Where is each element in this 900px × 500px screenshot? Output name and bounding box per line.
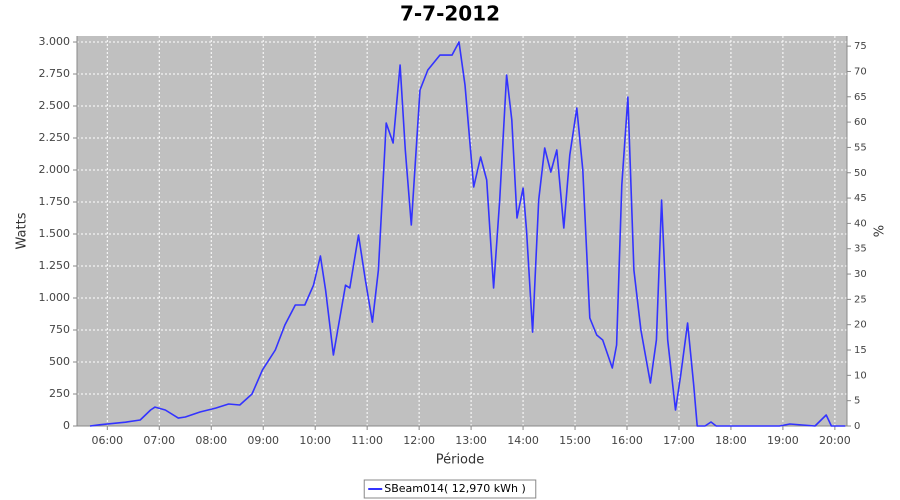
y2-tick-label: 70 bbox=[854, 66, 867, 77]
y-tick-label: 2.750 bbox=[39, 67, 71, 80]
plot-area bbox=[77, 36, 847, 426]
y2-tick-label: 35 bbox=[854, 244, 867, 255]
x-tick-label: 10:00 bbox=[299, 434, 331, 447]
y2-tick-label: 10 bbox=[854, 370, 867, 381]
x-axis-label: Période bbox=[436, 453, 485, 468]
y-tick-label: 3.000 bbox=[39, 35, 71, 48]
x-tick-label: 20:00 bbox=[819, 434, 851, 447]
y2-tick-label: 65 bbox=[854, 92, 867, 103]
x-tick-label: 15:00 bbox=[559, 434, 591, 447]
y-axis-label: Watts bbox=[15, 212, 30, 249]
x-tick-label: 08:00 bbox=[195, 434, 227, 447]
y2-tick-label: 40 bbox=[854, 218, 867, 229]
legend-label: SBeam014( 12,970 kWh ) bbox=[384, 482, 526, 495]
y2-tick-label: 0 bbox=[854, 421, 860, 432]
y-tick-label: 2.250 bbox=[39, 131, 71, 144]
y2-tick-label: 15 bbox=[854, 345, 867, 356]
x-tick-label: 16:00 bbox=[611, 434, 643, 447]
y-tick-label: 2.000 bbox=[39, 163, 71, 176]
y2-tick-label: 20 bbox=[854, 320, 867, 331]
y-tick-label: 1.750 bbox=[39, 195, 71, 208]
y2-tick-label: 25 bbox=[854, 294, 867, 305]
x-tick-label: 09:00 bbox=[247, 434, 279, 447]
x-tick-label: 07:00 bbox=[143, 434, 175, 447]
x-tick-label: 12:00 bbox=[403, 434, 435, 447]
legend: SBeam014( 12,970 kWh ) bbox=[363, 479, 537, 499]
y2-tick-label: 60 bbox=[854, 117, 867, 128]
y-tick-label: 1.500 bbox=[39, 227, 71, 240]
x-tick-label: 18:00 bbox=[715, 434, 747, 447]
x-tick-label: 17:00 bbox=[663, 434, 695, 447]
x-tick-label: 14:00 bbox=[507, 434, 539, 447]
y2-tick-label: 45 bbox=[854, 193, 867, 204]
x-tick-label: 19:00 bbox=[767, 434, 799, 447]
y2-tick-label: 75 bbox=[854, 41, 867, 52]
chart-title: 7-7-2012 bbox=[400, 2, 500, 26]
y2-tick-label: 5 bbox=[854, 396, 860, 407]
y2-axis-label: % bbox=[873, 225, 888, 237]
legend-box bbox=[363, 479, 537, 499]
x-tick-label: 13:00 bbox=[455, 434, 487, 447]
y-tick-label: 1.000 bbox=[39, 291, 71, 304]
y-tick-label: 1.250 bbox=[39, 259, 71, 272]
x-tick-label: 06:00 bbox=[91, 434, 123, 447]
series-line bbox=[89, 41, 846, 427]
y-tick-label: 2.500 bbox=[39, 99, 71, 112]
y2-tick-label: 30 bbox=[854, 269, 867, 280]
x-tick-label: 11:00 bbox=[351, 434, 383, 447]
y2-tick-label: 55 bbox=[854, 142, 867, 153]
y-tick-label: 0 bbox=[63, 419, 70, 432]
y-tick-label: 750 bbox=[49, 323, 70, 336]
y-tick-label: 250 bbox=[49, 387, 70, 400]
y2-tick-label: 50 bbox=[854, 168, 867, 179]
y-tick-label: 500 bbox=[49, 355, 70, 368]
